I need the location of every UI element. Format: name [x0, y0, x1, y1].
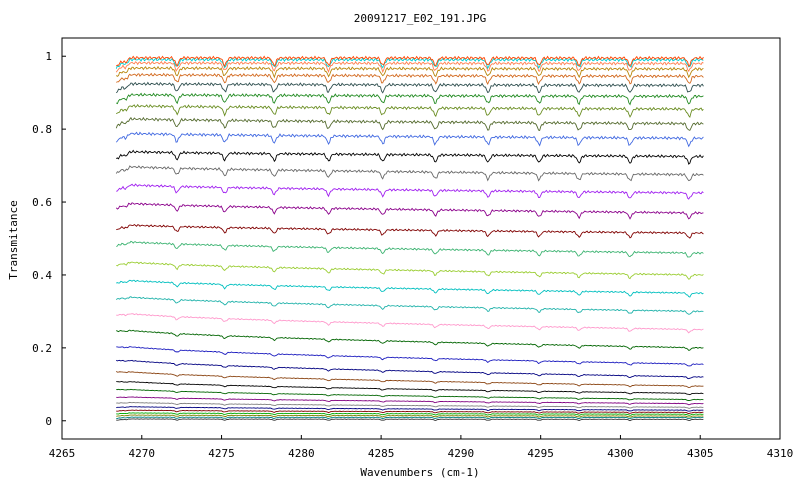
y-tick-label: 0.2	[32, 342, 52, 355]
x-tick-label: 4285	[368, 447, 395, 460]
series-line	[116, 396, 704, 406]
chart-title: 20091217_E02_191.JPG	[354, 12, 486, 25]
series-line	[116, 409, 704, 415]
y-tick-label: 0.8	[32, 123, 52, 136]
series-line	[116, 261, 704, 280]
x-tick-label: 4265	[49, 447, 76, 460]
x-tick-label: 4290	[448, 447, 475, 460]
series-line	[115, 202, 704, 220]
series-line	[116, 401, 704, 409]
series-line	[116, 416, 704, 420]
series-line	[116, 346, 704, 367]
series-line	[116, 418, 704, 422]
series-line	[116, 279, 704, 298]
series-line	[115, 81, 704, 94]
x-tick-label: 4280	[288, 447, 315, 460]
series-line	[116, 412, 704, 416]
series-line	[116, 149, 704, 165]
y-tick-label: 0	[45, 415, 52, 428]
series-line	[116, 359, 704, 380]
x-tick-label: 4270	[129, 447, 156, 460]
series-line	[116, 388, 704, 401]
y-axis-label: Transmitance	[7, 200, 20, 279]
y-axis-ticks: 0 0.2 0.4 0.6 0.8 1	[32, 50, 66, 428]
series-line	[116, 72, 704, 85]
series-line	[116, 313, 704, 334]
x-tick-label: 4300	[607, 447, 634, 460]
y-tick-label: 1	[45, 50, 52, 63]
y-tick-label: 0.4	[32, 269, 52, 282]
x-tick-label: 4310	[767, 447, 794, 460]
series-line	[115, 296, 704, 315]
series-line	[115, 371, 704, 388]
series-line	[115, 65, 704, 79]
series-line	[115, 165, 704, 182]
x-tick-label: 4295	[527, 447, 554, 460]
x-axis-label: Wavenumbers (cm-1)	[360, 466, 479, 479]
x-tick-label: 4305	[687, 447, 714, 460]
x-tick-label: 4275	[208, 447, 235, 460]
series-line	[115, 103, 704, 119]
series-line	[116, 329, 704, 351]
series-line	[115, 55, 704, 68]
series-line	[116, 414, 704, 418]
series-line	[115, 60, 704, 74]
series-line	[115, 131, 704, 148]
series-line	[116, 240, 704, 258]
y-tick-label: 0.6	[32, 196, 52, 209]
series-line	[116, 406, 704, 412]
series-line	[116, 223, 704, 239]
series-line	[116, 381, 704, 396]
series-layer	[115, 55, 704, 422]
x-axis-ticks: 4265 4270 4275 4280 4285 4290 4295 4300 4305 4310	[49, 435, 794, 460]
series-line	[116, 183, 704, 200]
series-line	[116, 92, 704, 106]
plot-frame	[61, 37, 781, 440]
series-line	[115, 116, 704, 132]
